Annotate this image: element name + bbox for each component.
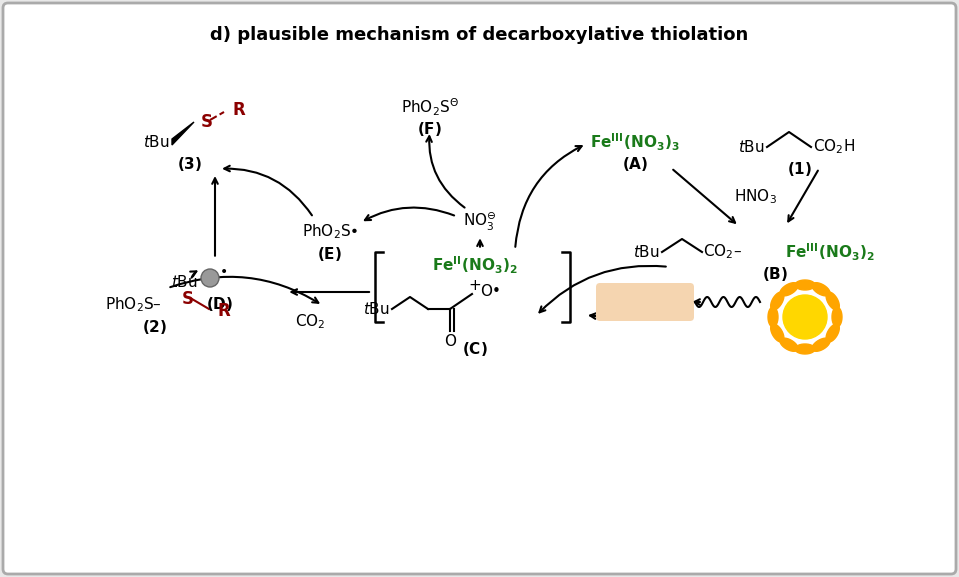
FancyBboxPatch shape <box>3 3 956 574</box>
Polygon shape <box>826 292 839 310</box>
Text: CO$_2$: CO$_2$ <box>294 313 325 331</box>
Text: $t$Bu: $t$Bu <box>738 139 765 155</box>
Text: $t$Bu: $t$Bu <box>633 244 660 260</box>
Polygon shape <box>780 338 798 351</box>
Text: NO$_3^{\ominus}$: NO$_3^{\ominus}$ <box>463 211 497 233</box>
Polygon shape <box>172 122 194 145</box>
Polygon shape <box>812 338 830 351</box>
Text: HNO$_3$: HNO$_3$ <box>734 188 777 207</box>
Polygon shape <box>768 307 778 327</box>
Text: $\mathbf{(D)}$: $\mathbf{(D)}$ <box>206 295 234 313</box>
Text: $\mathbf{(E)}$: $\mathbf{(E)}$ <box>317 245 342 263</box>
Text: $\mathbf{(C)}$: $\mathbf{(C)}$ <box>462 340 488 358</box>
Polygon shape <box>771 324 784 342</box>
Polygon shape <box>812 283 830 296</box>
Text: O: O <box>444 334 456 349</box>
Text: PhO$_2$S–: PhO$_2$S– <box>105 295 162 314</box>
FancyBboxPatch shape <box>596 283 694 321</box>
Text: $t$Bu: $t$Bu <box>172 274 198 290</box>
Text: $\bf{Fe^{III}(NO_3)_2}$: $\bf{Fe^{III}(NO_3)_2}$ <box>785 241 875 263</box>
Text: $t$Bu: $t$Bu <box>363 301 390 317</box>
Text: $\mathbf{(1)}$: $\mathbf{(1)}$ <box>787 160 812 178</box>
Polygon shape <box>795 344 815 354</box>
Polygon shape <box>780 283 798 296</box>
Text: h$\nu$: h$\nu$ <box>796 309 814 324</box>
Text: $\mathbf{(F)}$: $\mathbf{(F)}$ <box>417 120 442 138</box>
Text: $\mathbf{(2)}$: $\mathbf{(2)}$ <box>142 318 168 336</box>
Text: CO$_2$–: CO$_2$– <box>703 243 742 261</box>
Text: PhO$_2$S•: PhO$_2$S• <box>302 223 359 241</box>
Text: O•: O• <box>480 283 501 298</box>
Polygon shape <box>826 324 839 342</box>
Text: $\bf{S}$: $\bf{S}$ <box>200 113 213 131</box>
Polygon shape <box>832 307 842 327</box>
Text: +: + <box>469 278 481 293</box>
Text: CO$_2$H: CO$_2$H <box>813 138 855 156</box>
Text: LMCT: LMCT <box>621 294 668 309</box>
Polygon shape <box>771 292 784 310</box>
Text: $\bf{R}$: $\bf{R}$ <box>217 302 231 320</box>
Text: $\mathbf{(A)}$: $\mathbf{(A)}$ <box>621 155 648 173</box>
Text: $\bf{R}$: $\bf{R}$ <box>232 101 246 119</box>
Text: PhO$_2$S$^{\Theta}$: PhO$_2$S$^{\Theta}$ <box>401 96 459 118</box>
Text: $\bf{S}$: $\bf{S}$ <box>180 290 194 308</box>
Text: $\mathbf{(3)}$: $\mathbf{(3)}$ <box>177 155 202 173</box>
Text: $\bf{Fe^{II}(NO_3)_2}$: $\bf{Fe^{II}(NO_3)_2}$ <box>433 254 518 276</box>
Text: $\mathbf{(B)}$: $\mathbf{(B)}$ <box>761 265 788 283</box>
Circle shape <box>201 269 219 287</box>
Polygon shape <box>795 280 815 290</box>
Text: d) plausible mechanism of decarboxylative thiolation: d) plausible mechanism of decarboxylativ… <box>210 26 748 44</box>
Text: $\bf{Fe^{III}(NO_3)_3}$: $\bf{Fe^{III}(NO_3)_3}$ <box>590 132 680 153</box>
Text: •: • <box>220 265 228 279</box>
Text: $t$Bu: $t$Bu <box>143 134 170 150</box>
Circle shape <box>783 295 827 339</box>
